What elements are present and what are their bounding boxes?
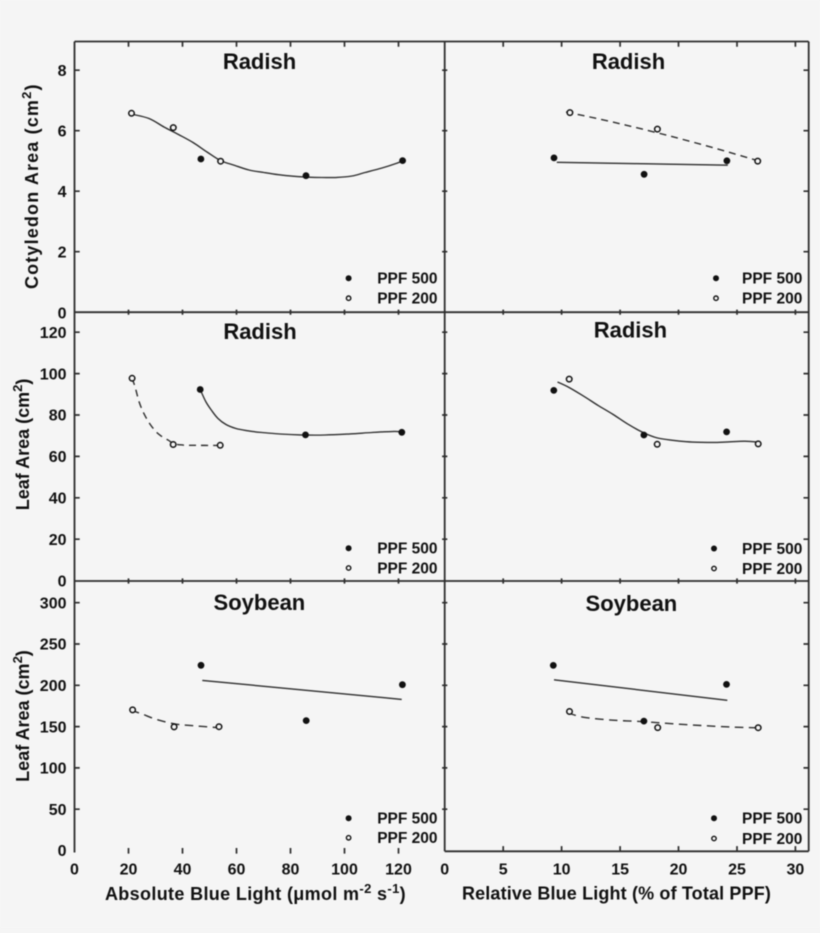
svg-text:PPF 200: PPF 200 — [377, 291, 437, 308]
svg-text:20: 20 — [49, 532, 67, 549]
svg-text:0: 0 — [70, 862, 79, 879]
svg-text:200: 200 — [40, 678, 67, 695]
svg-text:25: 25 — [728, 862, 746, 879]
svg-text:Radish: Radish — [223, 49, 296, 74]
svg-text:15: 15 — [611, 862, 629, 879]
svg-text:PPF 500: PPF 500 — [742, 271, 802, 288]
svg-text:Cotyledon Area (cm2): Cotyledon Area (cm2) — [19, 83, 42, 289]
svg-text:Leaf Area (cm2): Leaf Area (cm2) — [10, 650, 33, 782]
svg-text:PPF 500: PPF 500 — [742, 811, 802, 828]
svg-text:Absolute Blue Light (μmol m-2: Absolute Blue Light (μmol m-2 s-1) — [105, 881, 406, 904]
svg-text:100: 100 — [331, 862, 358, 879]
svg-text:PPF 500: PPF 500 — [377, 271, 437, 288]
svg-text:60: 60 — [228, 862, 246, 879]
svg-text:50: 50 — [49, 802, 67, 819]
svg-text:PPF 200: PPF 200 — [742, 291, 802, 308]
svg-text:0: 0 — [58, 574, 67, 591]
svg-text:2: 2 — [58, 244, 67, 261]
svg-text:120: 120 — [385, 862, 412, 879]
svg-text:0: 0 — [440, 862, 449, 879]
svg-text:4: 4 — [58, 184, 67, 201]
svg-text:300: 300 — [40, 595, 67, 612]
svg-text:80: 80 — [49, 408, 67, 425]
svg-text:0: 0 — [58, 843, 67, 860]
svg-text:Radish: Radish — [592, 49, 665, 74]
svg-text:120: 120 — [40, 325, 67, 342]
svg-text:Radish: Radish — [594, 318, 667, 343]
svg-text:6: 6 — [58, 123, 67, 140]
svg-text:PPF 500: PPF 500 — [377, 541, 437, 558]
svg-text:80: 80 — [282, 862, 300, 879]
svg-text:0: 0 — [58, 306, 67, 323]
svg-text:Leaf Area (cm2): Leaf Area (cm2) — [10, 379, 33, 511]
svg-text:PPF 200: PPF 200 — [377, 830, 437, 847]
svg-text:PPF 200: PPF 200 — [742, 831, 802, 848]
svg-text:40: 40 — [174, 862, 192, 879]
svg-text:60: 60 — [49, 449, 67, 466]
svg-text:Radish: Radish — [223, 319, 296, 344]
svg-text:Soybean: Soybean — [586, 591, 678, 616]
svg-text:20: 20 — [670, 862, 688, 879]
svg-text:20: 20 — [120, 862, 138, 879]
svg-text:PPF 200: PPF 200 — [377, 560, 437, 577]
svg-text:8: 8 — [58, 63, 67, 80]
svg-text:40: 40 — [49, 491, 67, 508]
svg-text:250: 250 — [40, 637, 67, 654]
svg-text:100: 100 — [40, 761, 67, 778]
svg-text:PPF 500: PPF 500 — [742, 541, 802, 558]
svg-text:100: 100 — [40, 366, 67, 383]
svg-text:10: 10 — [553, 862, 571, 879]
svg-text:PPF 500: PPF 500 — [377, 811, 437, 828]
svg-text:150: 150 — [40, 719, 67, 736]
svg-text:Soybean: Soybean — [214, 590, 306, 615]
svg-text:Relative Blue Light (% of Tota: Relative Blue Light (% of Total PPF) — [462, 884, 771, 904]
svg-text:5: 5 — [499, 862, 508, 879]
svg-text:30: 30 — [787, 862, 805, 879]
svg-text:PPF 200: PPF 200 — [742, 561, 802, 578]
